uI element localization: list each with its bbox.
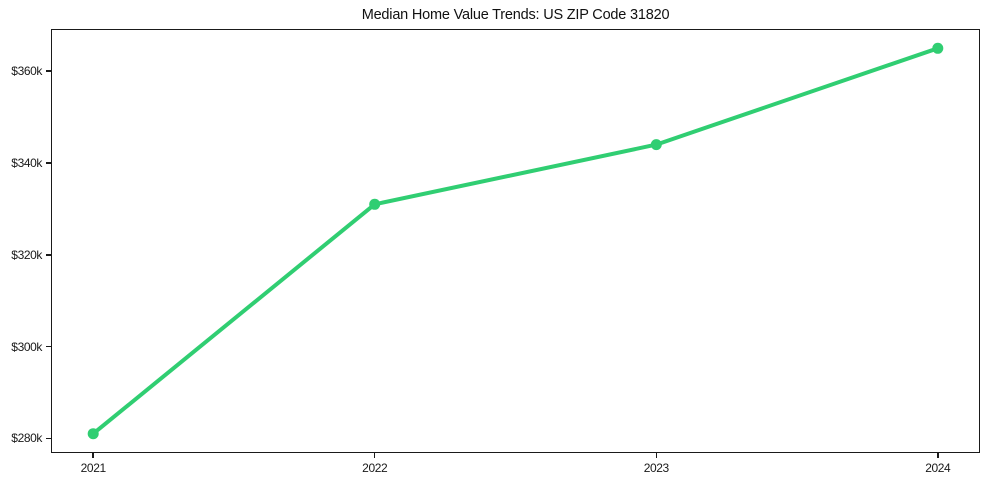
y-tick-mark: [46, 345, 51, 348]
y-tick-mark: [46, 162, 51, 164]
y-tick-label: $300k: [11, 339, 42, 354]
plot-area: [51, 29, 980, 453]
y-tick-label: $320k: [11, 247, 42, 262]
y-tick-mark: [46, 254, 51, 256]
y-tick-mark: [46, 437, 51, 440]
x-tick-label: 2022: [362, 461, 388, 475]
x-tick-mark: [92, 453, 94, 458]
y-tick-mark: [46, 70, 51, 72]
x-tick-mark: [937, 453, 939, 458]
y-tick-label: $340k: [11, 155, 42, 170]
x-tick-mark: [373, 453, 376, 458]
x-tick-mark: [655, 453, 657, 458]
x-tick-label: 2024: [925, 461, 951, 475]
chart-title: Median Home Value Trends: US ZIP Code 31…: [361, 7, 670, 23]
x-tick-label: 2023: [643, 461, 670, 475]
y-tick-label: $360k: [11, 64, 42, 79]
y-tick-label: $280k: [11, 431, 42, 446]
x-tick-label: 2021: [80, 461, 107, 475]
